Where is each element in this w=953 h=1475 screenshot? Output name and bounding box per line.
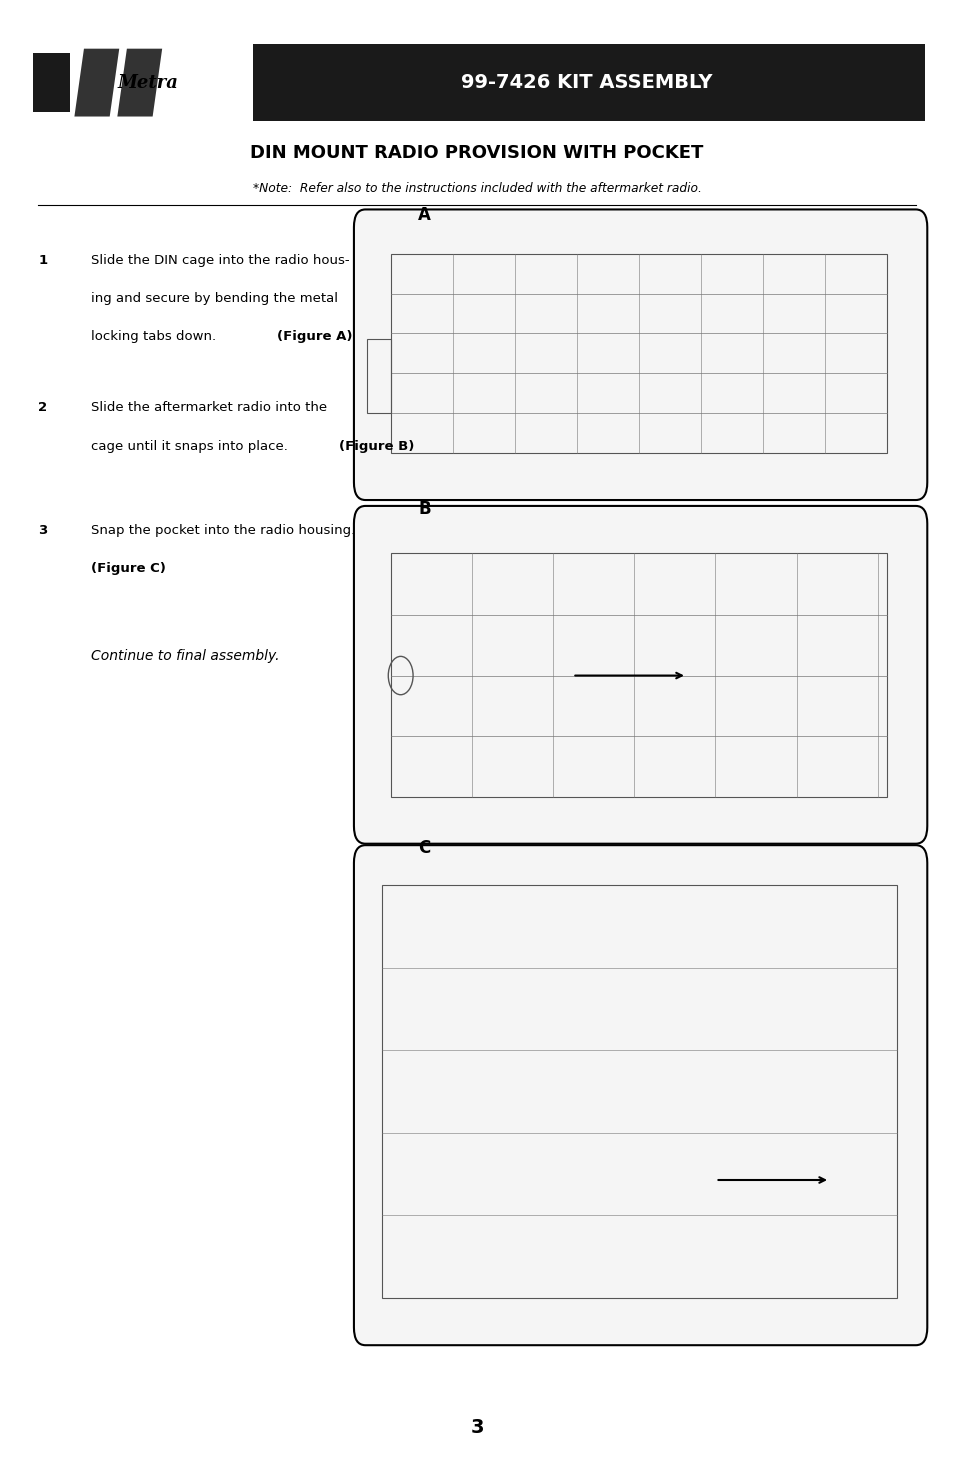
Text: Snap the pocket into the radio housing.: Snap the pocket into the radio housing.	[91, 524, 355, 537]
Text: 3: 3	[38, 524, 48, 537]
Text: (Figure A): (Figure A)	[276, 330, 352, 344]
FancyBboxPatch shape	[354, 506, 926, 844]
Text: DIN MOUNT RADIO PROVISION WITH POCKET: DIN MOUNT RADIO PROVISION WITH POCKET	[250, 145, 703, 162]
Text: *Note:  Refer also to the instructions included with the aftermarket radio.: *Note: Refer also to the instructions in…	[253, 183, 700, 195]
Text: C: C	[418, 839, 430, 857]
Text: Slide the aftermarket radio into the: Slide the aftermarket radio into the	[91, 401, 327, 414]
FancyBboxPatch shape	[33, 53, 70, 112]
Text: (Figure C): (Figure C)	[91, 562, 165, 575]
Text: 1: 1	[38, 254, 48, 267]
Polygon shape	[74, 49, 119, 117]
Text: (Figure B): (Figure B)	[338, 440, 414, 453]
Text: Continue to final assembly.: Continue to final assembly.	[91, 649, 279, 662]
Text: 3: 3	[470, 1419, 483, 1437]
Text: 2: 2	[38, 401, 48, 414]
FancyBboxPatch shape	[29, 44, 924, 121]
FancyBboxPatch shape	[354, 209, 926, 500]
Text: ing and secure by bending the metal: ing and secure by bending the metal	[91, 292, 337, 305]
FancyBboxPatch shape	[354, 845, 926, 1345]
Text: cage until it snaps into place.: cage until it snaps into place.	[91, 440, 292, 453]
Text: locking tabs down.: locking tabs down.	[91, 330, 220, 344]
Text: A: A	[417, 207, 431, 224]
Text: Metra: Metra	[117, 74, 178, 91]
Text: 99-7426 KIT ASSEMBLY: 99-7426 KIT ASSEMBLY	[460, 74, 712, 91]
FancyBboxPatch shape	[29, 44, 253, 121]
Text: Slide the DIN cage into the radio hous-: Slide the DIN cage into the radio hous-	[91, 254, 349, 267]
Text: B: B	[417, 500, 431, 518]
Polygon shape	[117, 49, 162, 117]
